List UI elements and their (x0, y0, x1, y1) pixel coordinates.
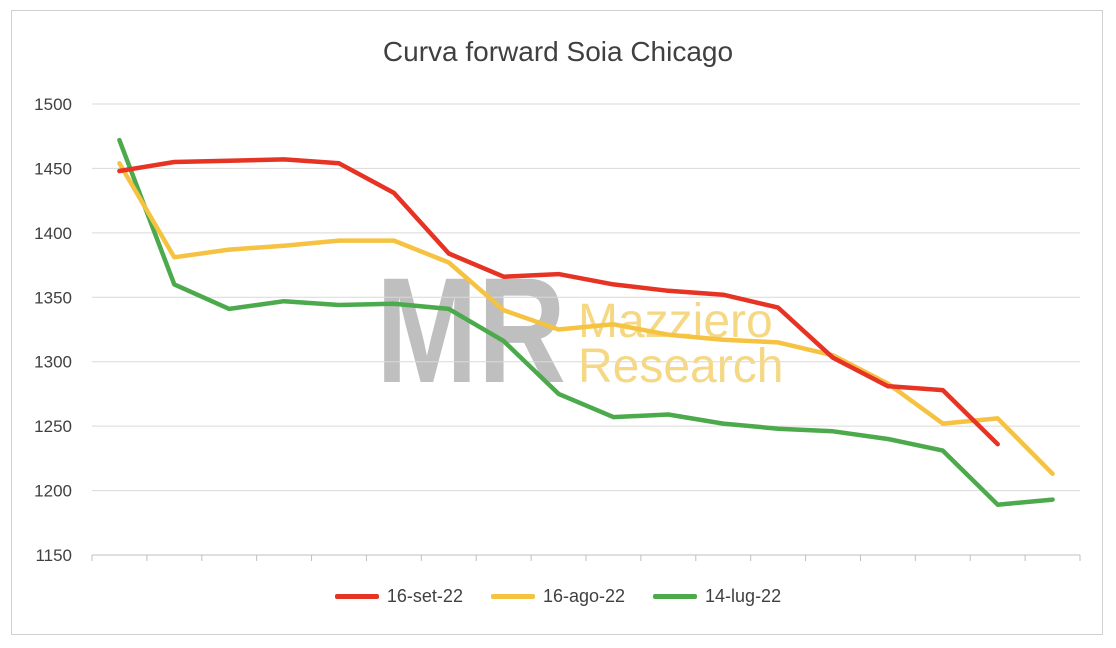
y-tick-label: 1500 (34, 95, 72, 114)
series-line-14-lug-22 (117, 137, 1055, 507)
legend-label: 16-set-22 (386, 586, 463, 606)
legend-item: 14-lug-22 (653, 586, 781, 607)
x-axis (91, 554, 1081, 561)
y-tick-label: 1350 (34, 288, 72, 307)
y-tick-label: 1150 (35, 546, 72, 565)
legend-label: 14-lug-22 (705, 586, 782, 606)
watermark-line2: Research (578, 340, 783, 393)
watermark-logo: MR (376, 246, 566, 414)
series-line-16-ago-22 (117, 161, 1055, 477)
legend-swatch (653, 594, 698, 599)
chart-frame (11, 10, 1103, 635)
legend: 16-set-22 16-ago-22 14-lug-22 (0, 586, 1116, 607)
legend-label: 16-ago-22 (542, 586, 626, 606)
legend-swatch (490, 594, 535, 599)
y-tick-label: 1200 (34, 482, 72, 501)
series-lines (117, 137, 1055, 507)
series-line-16-set-22 (117, 157, 1000, 447)
gridlines (92, 103, 1080, 492)
legend-item: 16-ago-22 (490, 586, 626, 607)
y-tick-label: 1300 (34, 353, 72, 372)
chart-title: Curva forward Soia Chicago (382, 36, 734, 67)
y-tick-label: 1450 (34, 159, 72, 178)
y-tick-label: 1250 (34, 417, 72, 436)
legend-swatch (334, 594, 379, 599)
legend-item: 16-set-22 (334, 586, 463, 607)
y-tick-label: 1400 (34, 224, 72, 243)
y-axis-tick-labels: 1150 1200 1250 1300 1350 1400 1450 1500 (34, 95, 72, 565)
